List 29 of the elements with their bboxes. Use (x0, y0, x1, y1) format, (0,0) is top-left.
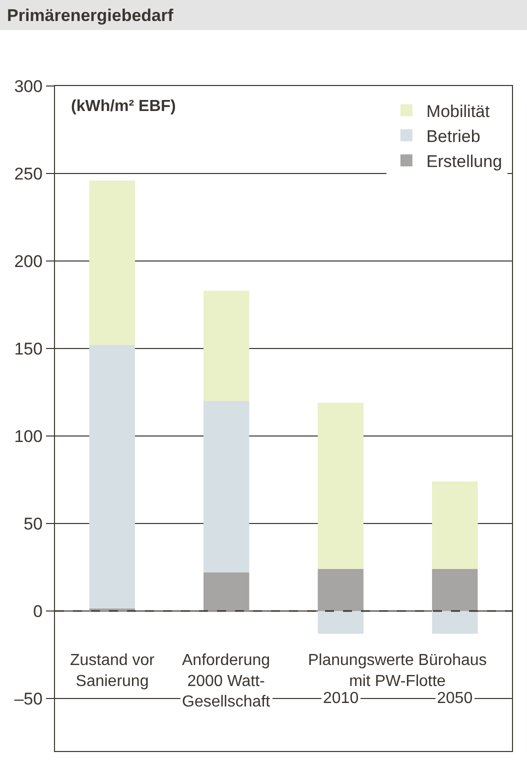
legend-label: Mobilität (426, 102, 490, 121)
x-tick-label: Anforderung 2000 Watt-Gesellschaft (182, 652, 271, 711)
bar (432, 482, 478, 569)
y-tick-label: 100 (14, 426, 43, 446)
y-tick-label: 250 (14, 164, 43, 184)
x-tick-label: 2010 (323, 690, 359, 707)
y-tick-label: 150 (14, 339, 43, 358)
y-tick-label: 0 (33, 602, 43, 621)
legend-label: Betrieb (426, 126, 480, 146)
bar (89, 180, 135, 345)
x-tick-label: 2050 (437, 690, 473, 707)
y-tick-label: –50 (14, 689, 43, 708)
bar (432, 569, 478, 611)
legend-label: Erstellung (426, 152, 502, 172)
y-axis-title: (kWh/m² EBF) (71, 98, 176, 115)
y-tick-label: 200 (14, 252, 43, 271)
bar (204, 290, 250, 401)
bar (204, 572, 250, 611)
chart-title: Primärenergiebedarf (7, 6, 174, 25)
x-tick-label: Zustand vor Sanierung (70, 652, 156, 690)
bar (318, 402, 364, 569)
y-tick-label: 300 (14, 76, 43, 96)
y-tick-label: 50 (24, 514, 43, 534)
bar (89, 345, 135, 608)
bar (204, 401, 250, 572)
bar (432, 611, 478, 634)
bar (318, 611, 364, 634)
bar (318, 569, 364, 611)
annotation: Planungswerte Bürohaus mit PW-Flotte (308, 652, 487, 690)
